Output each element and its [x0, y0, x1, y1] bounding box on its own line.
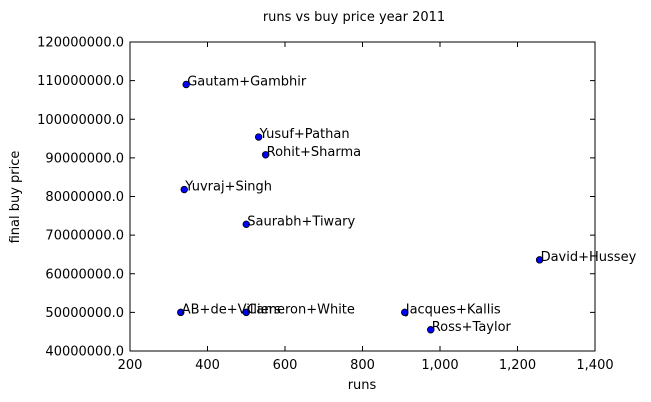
x-tick-label: 1,400: [576, 358, 613, 373]
point-label: Yusuf+Pathan: [259, 127, 350, 142]
y-tick-label: 100000000.0: [37, 113, 124, 128]
y-tick-label: 50000000.0: [45, 306, 124, 321]
x-tick-label: 200: [118, 358, 143, 373]
x-tick-label: 1,200: [499, 358, 536, 373]
x-axis-label: runs: [348, 378, 377, 393]
data-point: [427, 326, 435, 334]
y-tick-label: 90000000.0: [45, 151, 124, 166]
y-tick-label: 120000000.0: [37, 36, 124, 51]
point-label: Jacques+Kallis: [405, 302, 501, 317]
point-labels: Gautam+Gambhir Yusuf+Pathan Rohit+Sharma Yu…: [182, 74, 637, 334]
point-label: David+Hussey: [541, 250, 637, 265]
data-points: [177, 80, 544, 334]
point-label: Saurabh+Tiwary: [247, 214, 355, 229]
chart-title: runs vs buy price year 2011: [263, 10, 445, 25]
point-label: Yuvraj+Singh: [184, 180, 272, 195]
axis-ticks: 200 400 600 800 1,000 1,200 1,400 40000000.0 500…: [37, 36, 613, 374]
x-tick-label: 600: [273, 358, 298, 373]
data-point: [242, 220, 250, 229]
y-axis-label: final buy price: [8, 151, 23, 244]
plot-frame: [129, 41, 596, 352]
y-tick-label: 60000000.0: [45, 267, 124, 282]
x-tick-label: 400: [195, 358, 220, 373]
y-tick-label: 40000000.0: [45, 345, 124, 360]
data-point: [254, 133, 263, 141]
data-point: [242, 308, 250, 317]
x-tick-label: 800: [350, 358, 375, 373]
y-tick-label: 70000000.0: [45, 229, 124, 244]
point-label: Cameron+White: [247, 302, 355, 317]
y-tick-label: 80000000.0: [45, 190, 124, 205]
point-label: AB+de+Villiers: [182, 302, 281, 317]
point-label: Ross+Taylor: [432, 320, 512, 335]
y-tick-label: 110000000.0: [37, 74, 124, 89]
data-point: [401, 308, 409, 317]
data-point: [261, 151, 270, 159]
point-label: Gautam+Gambhir: [187, 74, 307, 89]
point-label: Rohit+Sharma: [267, 145, 361, 160]
data-point: [177, 308, 185, 317]
data-point: [180, 185, 188, 194]
data-point: [182, 80, 190, 89]
data-point: [535, 256, 544, 264]
x-tick-label: 1,000: [421, 358, 458, 373]
